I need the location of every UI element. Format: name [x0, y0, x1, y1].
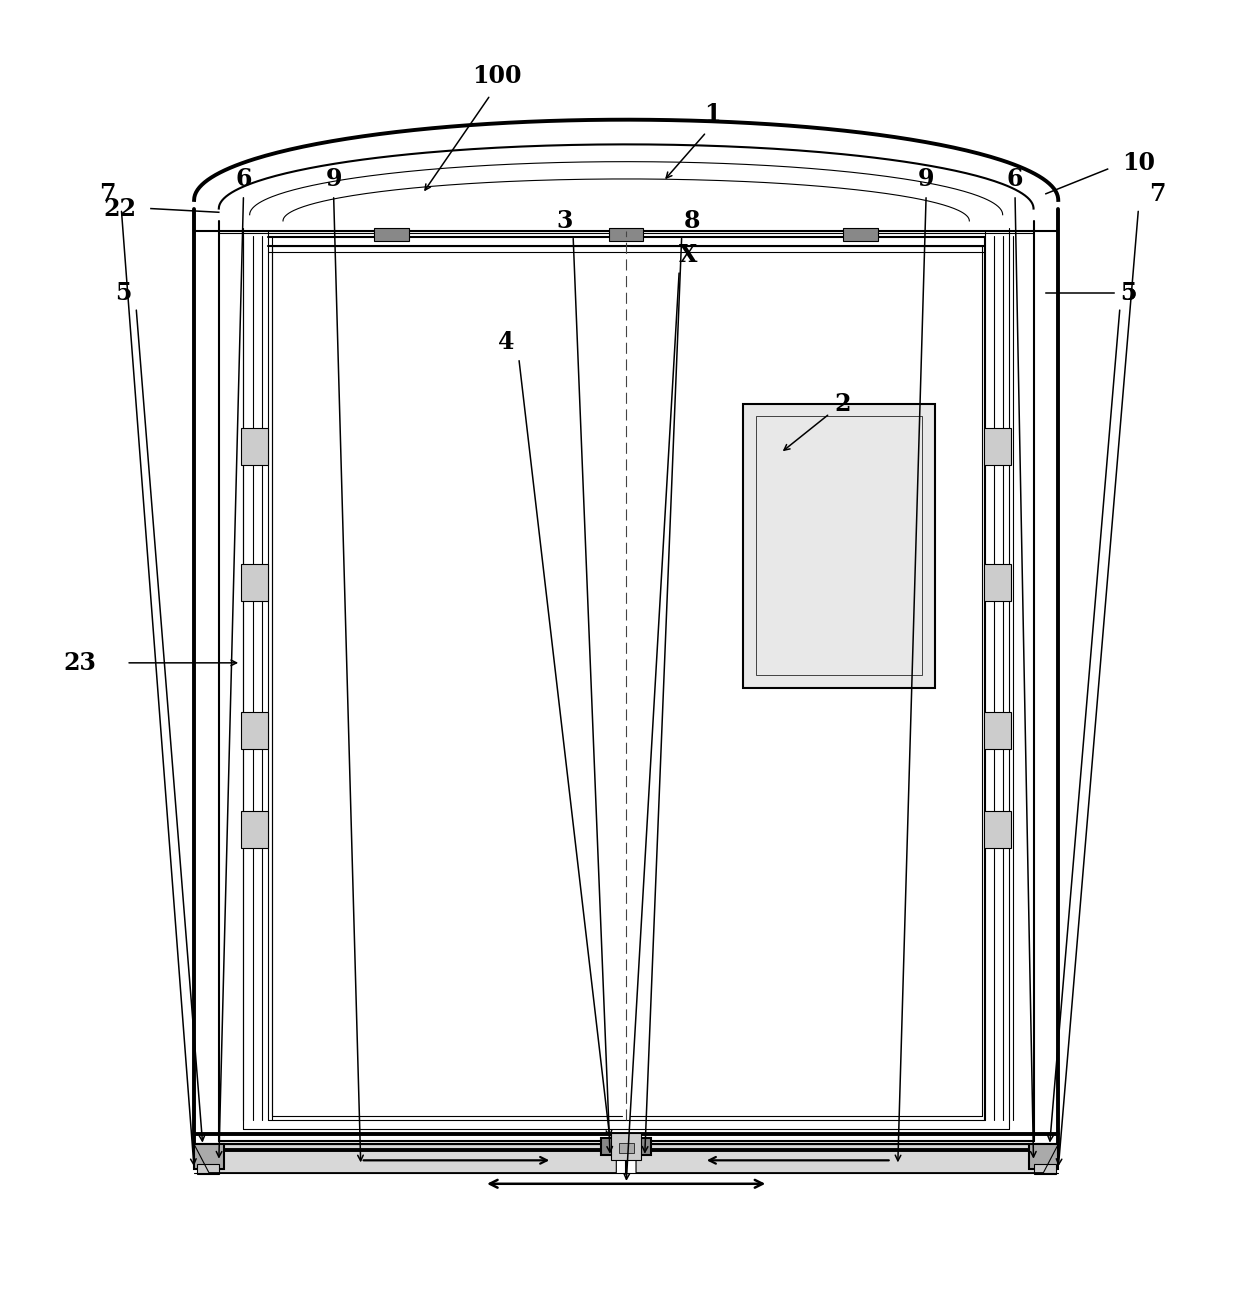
Text: 3: 3 [557, 209, 573, 233]
Text: 7: 7 [1148, 182, 1166, 206]
Text: 1: 1 [704, 101, 720, 125]
Bar [241, 428, 268, 466]
Text: 5: 5 [1121, 281, 1137, 304]
Text: 2: 2 [835, 392, 851, 415]
Text: 8: 8 [683, 209, 699, 233]
Bar [619, 1144, 634, 1153]
Text: 10: 10 [1122, 151, 1154, 174]
Bar [985, 565, 1012, 601]
Text: 4: 4 [498, 330, 515, 354]
Bar [241, 565, 268, 601]
Text: 6: 6 [236, 167, 252, 191]
Bar [744, 403, 935, 687]
Bar [985, 428, 1012, 466]
Text: 22: 22 [104, 196, 136, 221]
Bar [843, 228, 878, 241]
Text: 9: 9 [918, 167, 935, 191]
Bar [241, 712, 268, 749]
Bar [985, 811, 1012, 848]
Bar [1033, 1164, 1055, 1174]
Text: X: X [678, 243, 697, 268]
Text: 5: 5 [115, 281, 131, 304]
Bar [241, 811, 268, 848]
Bar [197, 1164, 218, 1174]
Bar [756, 416, 923, 675]
Text: 9: 9 [325, 167, 342, 191]
Bar [609, 228, 644, 241]
Polygon shape [195, 1145, 616, 1172]
Bar [985, 712, 1012, 749]
Polygon shape [636, 1145, 1058, 1172]
Text: 7: 7 [99, 182, 117, 206]
Text: 23: 23 [63, 650, 95, 675]
Bar [601, 1138, 651, 1155]
Text: 5: 5 [1121, 281, 1137, 304]
Bar [374, 228, 409, 241]
Bar [195, 1145, 223, 1170]
Bar [611, 1133, 641, 1160]
Text: 100: 100 [471, 65, 521, 88]
Text: 6: 6 [1007, 167, 1023, 191]
Bar [1029, 1145, 1058, 1170]
